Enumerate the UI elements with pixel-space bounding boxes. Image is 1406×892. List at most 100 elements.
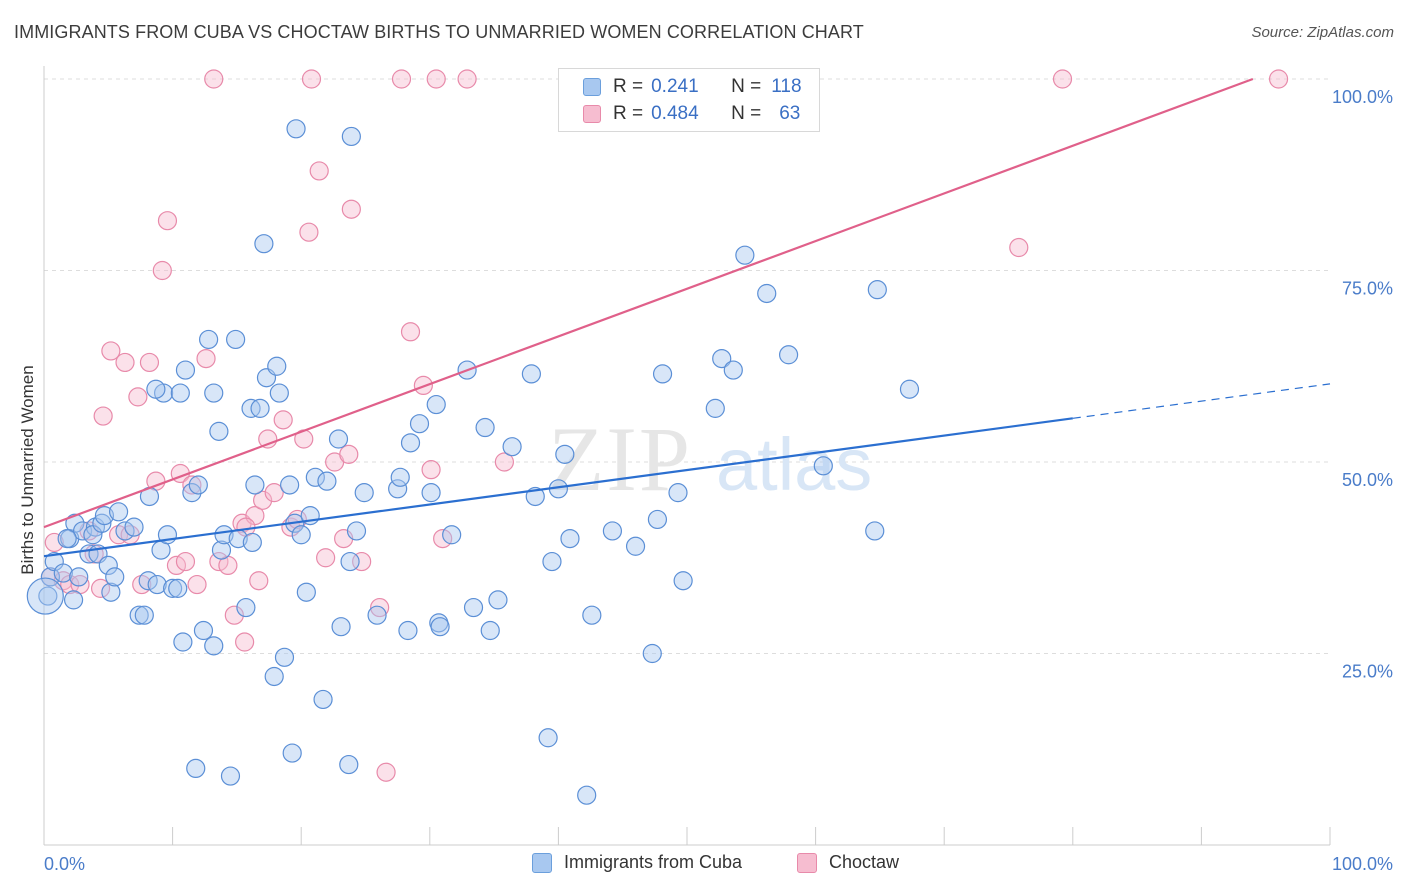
legend-item-choctaw: Choctaw: [797, 852, 899, 873]
cuba-point: [488, 590, 508, 610]
cuba-point: [214, 525, 234, 545]
cuba-point: [899, 379, 920, 399]
y-tick-label: 100.0%: [1332, 87, 1393, 107]
legend-r-label: R =: [613, 76, 644, 97]
cuba-point: [328, 429, 349, 449]
choctaw-point: [93, 406, 113, 426]
cuba-point: [129, 605, 149, 625]
cuba-point: [346, 521, 367, 541]
choctaw-point: [370, 597, 390, 618]
cuba-point: [475, 417, 495, 438]
choctaw-point: [1268, 69, 1289, 89]
cuba-point: [705, 398, 725, 418]
cuba-point: [647, 509, 668, 530]
cuba-point: [865, 521, 885, 541]
legend-n-value: 118: [771, 76, 802, 97]
legend-n-value: 63: [779, 103, 801, 124]
cuba-point: [186, 758, 206, 779]
cuba-point: [101, 582, 121, 602]
cuba-point: [220, 766, 241, 786]
choctaw-point: [101, 341, 121, 361]
cuba-point: [69, 567, 89, 587]
choctaw-trend-line: [43, 77, 1254, 529]
cuba-point: [642, 643, 662, 664]
cuba-point: [26, 577, 64, 615]
cuba-point: [409, 414, 430, 434]
cuba-point: [668, 483, 688, 503]
cuba-point: [72, 521, 93, 541]
choctaw-point: [391, 69, 412, 89]
choctaw-point: [341, 199, 361, 219]
cuba-point: [92, 513, 112, 533]
y-tick-label: 50.0%: [1342, 470, 1393, 490]
cuba-point: [331, 617, 351, 637]
cuba-point: [673, 571, 693, 591]
cuba-trend-line: [43, 417, 1073, 558]
cuba-point: [354, 483, 374, 503]
cuba-point: [296, 582, 316, 602]
cuba-point: [168, 578, 188, 598]
cuba-point: [108, 502, 129, 522]
cuba-point: [813, 456, 833, 476]
series-legend: Immigrants from Cuba Choctaw: [0, 852, 1406, 878]
cuba-point: [53, 563, 73, 583]
cuba-point: [398, 620, 418, 641]
cuba-point: [305, 467, 325, 487]
choctaw-point: [115, 352, 135, 373]
cuba-point: [204, 636, 224, 656]
x-tick-label: 100.0%: [1332, 854, 1393, 874]
chart-title: IMMIGRANTS FROM CUBA VS CHOCTAW BIRTHS T…: [14, 22, 864, 42]
stats-legend: R = 0.241 N = 118 R = 0.484 N = 63: [558, 68, 820, 132]
choctaw-point: [139, 352, 160, 373]
cuba-point: [735, 245, 755, 265]
cuba-point: [282, 743, 302, 763]
legend-row-choctaw: R = 0.484 N = 63: [583, 103, 800, 125]
cuba-point: [757, 283, 777, 304]
cuba-point: [521, 364, 541, 384]
cuba-point: [778, 345, 799, 365]
cuba-point: [105, 567, 125, 587]
legend-swatch-choctaw: [583, 105, 601, 123]
choctaw-point: [1052, 69, 1073, 89]
cuba-point: [170, 383, 190, 403]
cuba-point: [134, 605, 154, 625]
source-label: Source: ZipAtlas.com: [1251, 24, 1394, 41]
cuba-point: [502, 437, 522, 457]
choctaw-point: [157, 211, 178, 231]
choctaw-point: [235, 632, 255, 652]
cuba-point: [388, 479, 408, 499]
cuba-point: [723, 360, 743, 380]
cuba-point: [421, 483, 441, 503]
cuba-point: [442, 525, 462, 545]
cuba-point: [577, 785, 597, 805]
cuba-point: [652, 364, 673, 384]
cuba-point: [146, 379, 166, 399]
choctaw-point: [299, 222, 319, 242]
cuba-point: [242, 532, 262, 553]
choctaw-point: [494, 452, 514, 472]
choctaw-point: [264, 483, 284, 503]
legend-swatch-choctaw: [797, 852, 817, 873]
cuba-point: [400, 433, 421, 453]
choctaw-point: [152, 260, 172, 281]
choctaw-point: [426, 69, 446, 89]
legend-swatch-cuba: [583, 78, 601, 96]
cuba-point: [280, 475, 300, 495]
cuba-point: [188, 475, 208, 495]
choctaw-point: [400, 322, 421, 342]
cuba-point: [63, 590, 84, 610]
choctaw-point: [376, 762, 396, 782]
cuba-point: [175, 360, 196, 380]
y-axis-label: Births to Unmarried Women: [18, 365, 37, 575]
legend-r-label: R =: [613, 103, 644, 124]
cuba-point: [712, 348, 732, 369]
legend-swatch-cuba: [532, 852, 552, 873]
cuba-point: [173, 632, 193, 652]
cuba-point: [341, 126, 361, 147]
cuba-point: [163, 578, 183, 598]
cuba-trend-extension: [1072, 383, 1331, 419]
cuba-point: [560, 528, 580, 549]
cuba-point: [204, 383, 224, 403]
y-tick-label: 75.0%: [1342, 279, 1393, 299]
